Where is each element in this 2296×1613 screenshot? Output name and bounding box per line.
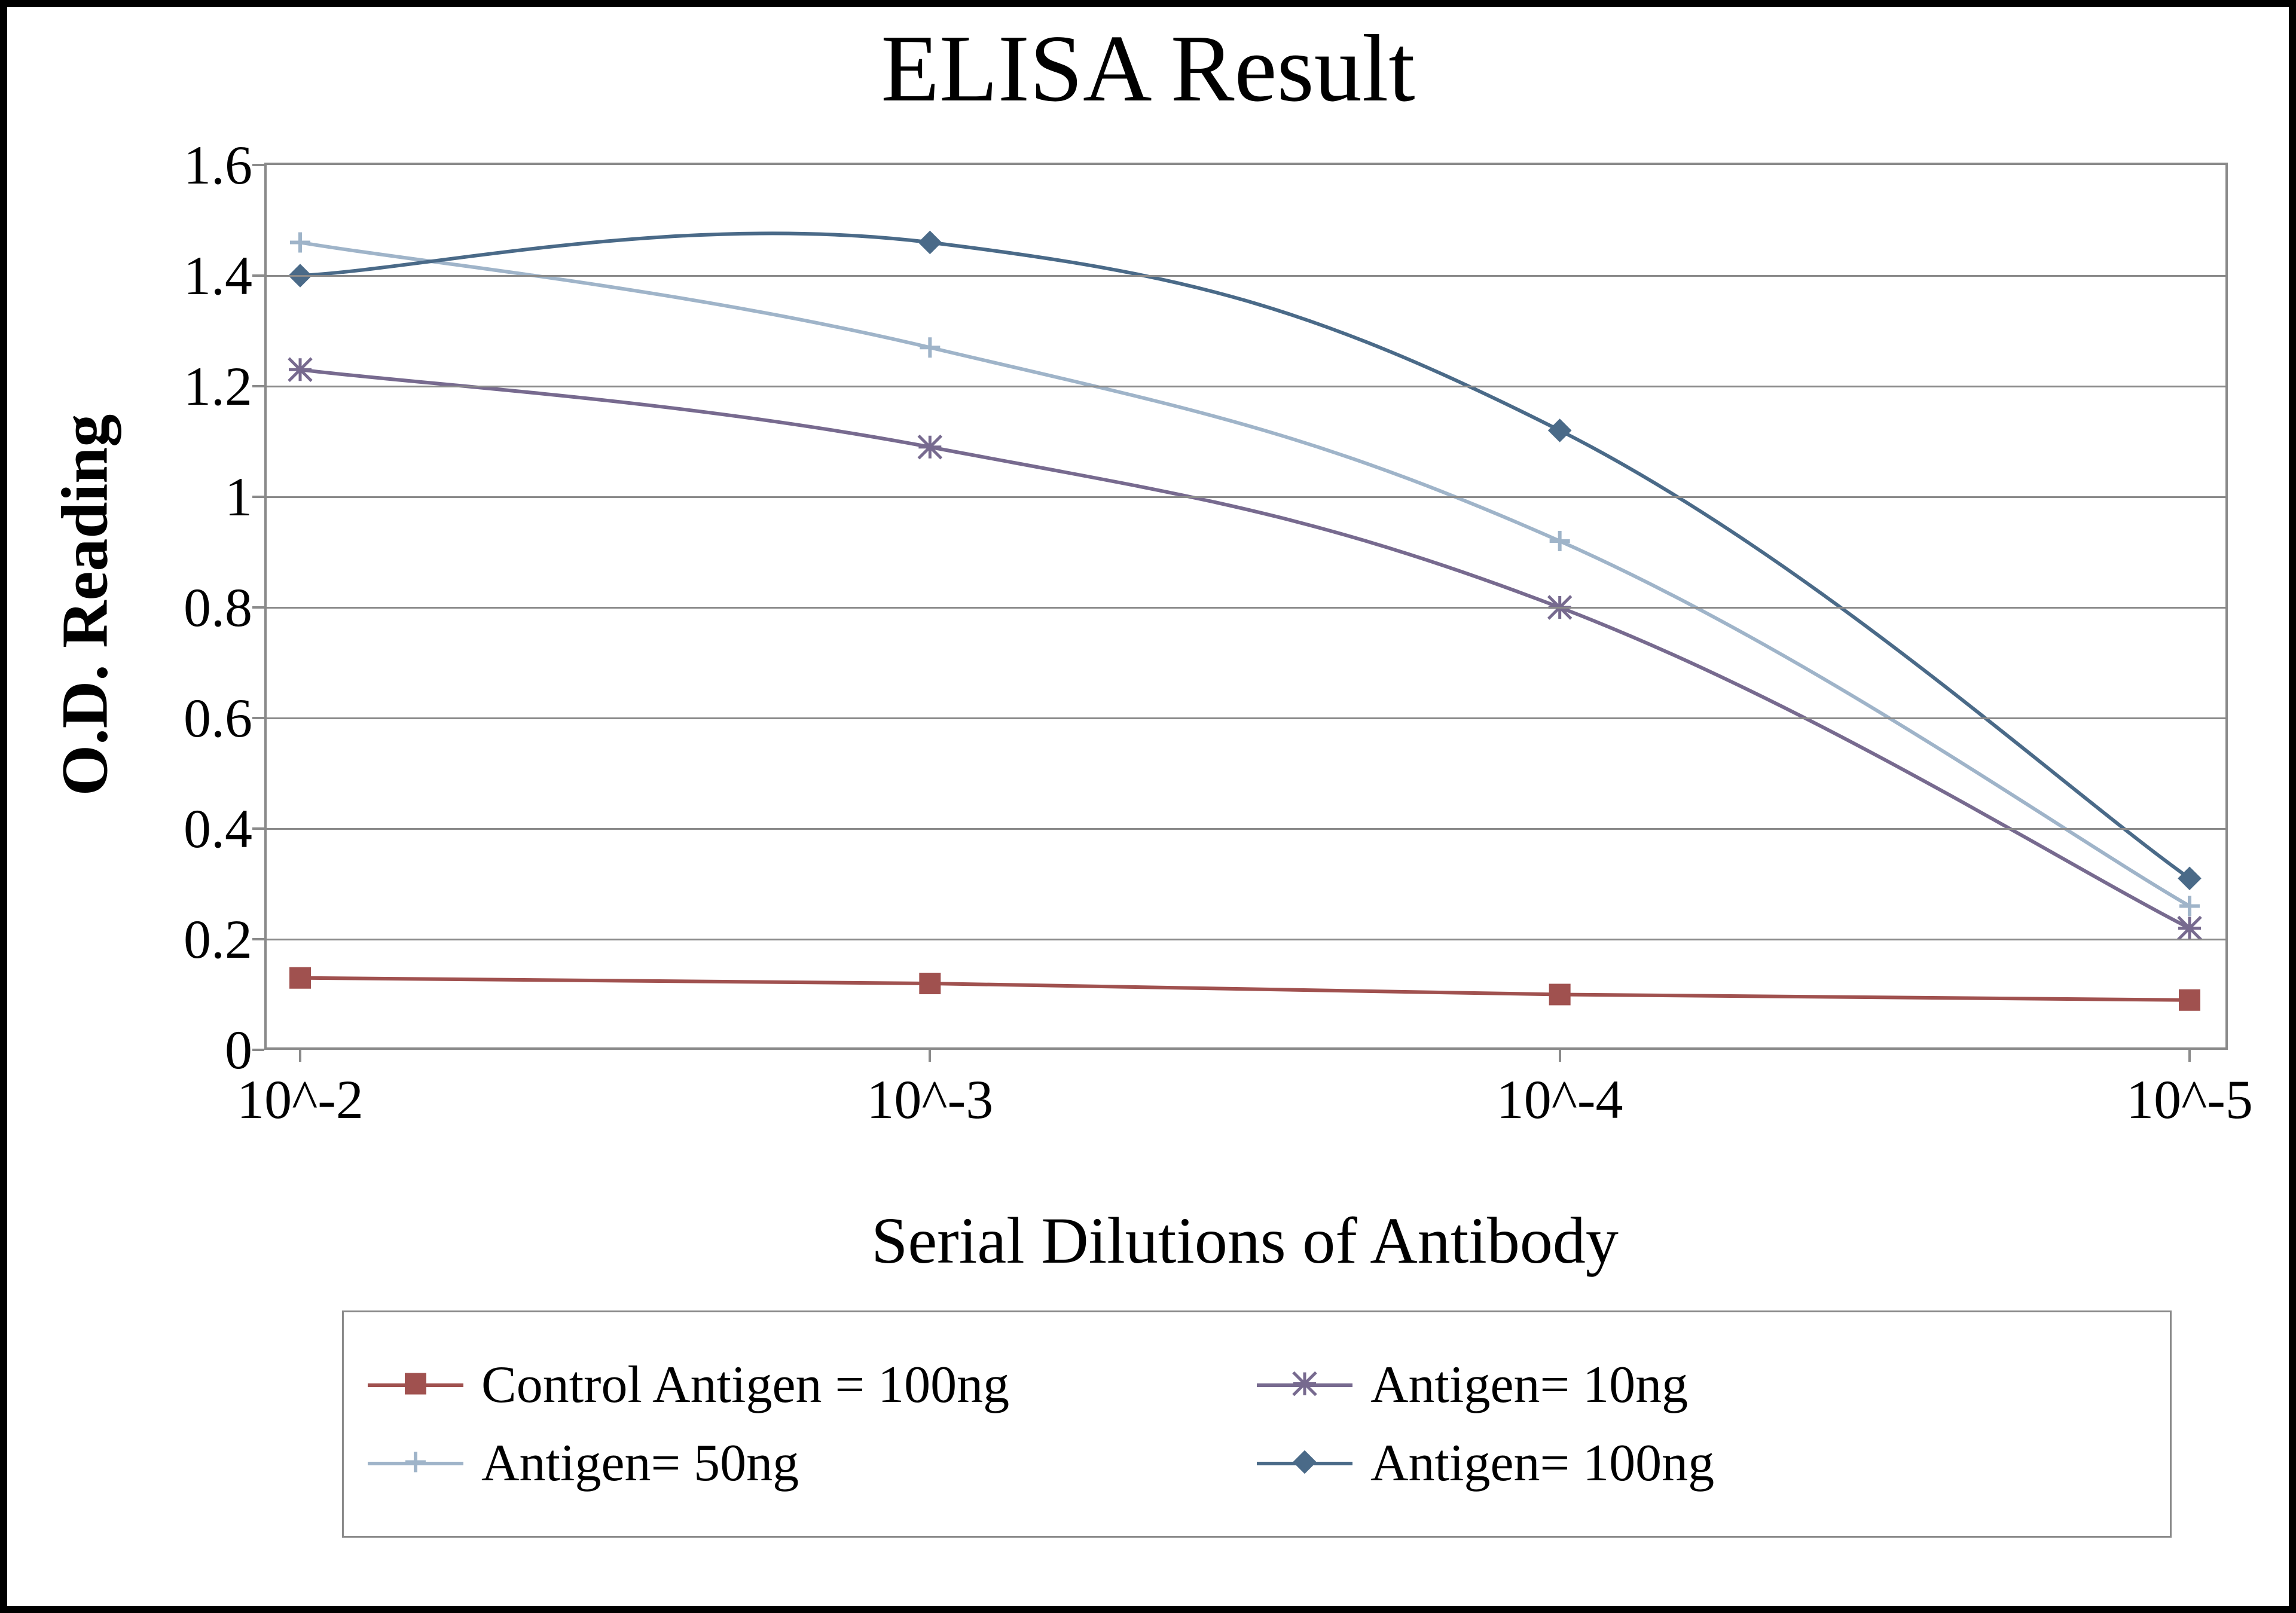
series-line: [300, 233, 2190, 878]
grid-line: [264, 717, 2225, 719]
x-tick-mark: [929, 1050, 931, 1062]
x-tick-label: 10^-3: [866, 1050, 993, 1131]
y-tick-mark: [252, 496, 264, 498]
y-tick-mark: [252, 385, 264, 387]
chart-title: ELISA Result: [7, 13, 2289, 124]
x-tick-label: 10^-5: [2126, 1050, 2253, 1131]
legend-swatch: [1257, 1462, 1352, 1465]
legend-swatch: [1257, 1383, 1352, 1387]
legend-label: Antigen= 100ng: [1370, 1433, 1714, 1493]
legend-marker: [1290, 1447, 1320, 1480]
y-tick-mark: [252, 164, 264, 166]
plot-area: 00.20.40.60.811.21.41.610^-210^-310^-410…: [264, 163, 2228, 1050]
series-line: [300, 369, 2190, 928]
legend-item: Antigen= 50ng: [368, 1424, 1257, 1502]
legend-swatch: [368, 1383, 463, 1387]
y-tick-mark: [252, 827, 264, 830]
legend-swatch: [368, 1462, 463, 1465]
legend-marker: [401, 1447, 430, 1480]
y-tick-mark: [252, 938, 264, 940]
legend-item: Antigen= 10ng: [1257, 1346, 2146, 1424]
grid-line: [264, 828, 2225, 830]
grid-line: [264, 275, 2225, 277]
x-tick-mark: [2188, 1050, 2191, 1062]
legend: Control Antigen = 100ng Antigen= 10ng Anti…: [342, 1310, 2172, 1538]
x-tick-mark: [1559, 1050, 1561, 1062]
chart-frame: ELISA Result 00.20.40.60.811.21.41.610^-…: [0, 0, 2296, 1613]
x-axis-title: Serial Dilutions of Antibody: [871, 1203, 1619, 1279]
x-tick-label: 10^-4: [1497, 1050, 1623, 1131]
grid-line: [264, 607, 2225, 609]
legend-item: Antigen= 100ng: [1257, 1424, 2146, 1502]
x-tick-label: 10^-2: [237, 1050, 364, 1131]
series-line: [300, 243, 2190, 906]
grid-line: [264, 496, 2225, 498]
legend-marker: [1290, 1368, 1320, 1401]
grid-line: [264, 939, 2225, 940]
x-tick-mark: [299, 1050, 301, 1062]
legend-marker: [401, 1368, 430, 1401]
legend-label: Control Antigen = 100ng: [481, 1355, 1009, 1415]
y-tick-mark: [252, 274, 264, 277]
legend-label: Antigen= 50ng: [481, 1433, 799, 1493]
series-line: [300, 978, 2190, 1000]
grid-line: [264, 386, 2225, 387]
y-tick-mark: [252, 717, 264, 719]
legend-item: Control Antigen = 100ng: [368, 1346, 1257, 1424]
y-tick-mark: [252, 606, 264, 609]
legend-label: Antigen= 10ng: [1370, 1355, 1688, 1415]
y-axis-title: O.D. Reading: [47, 414, 123, 796]
